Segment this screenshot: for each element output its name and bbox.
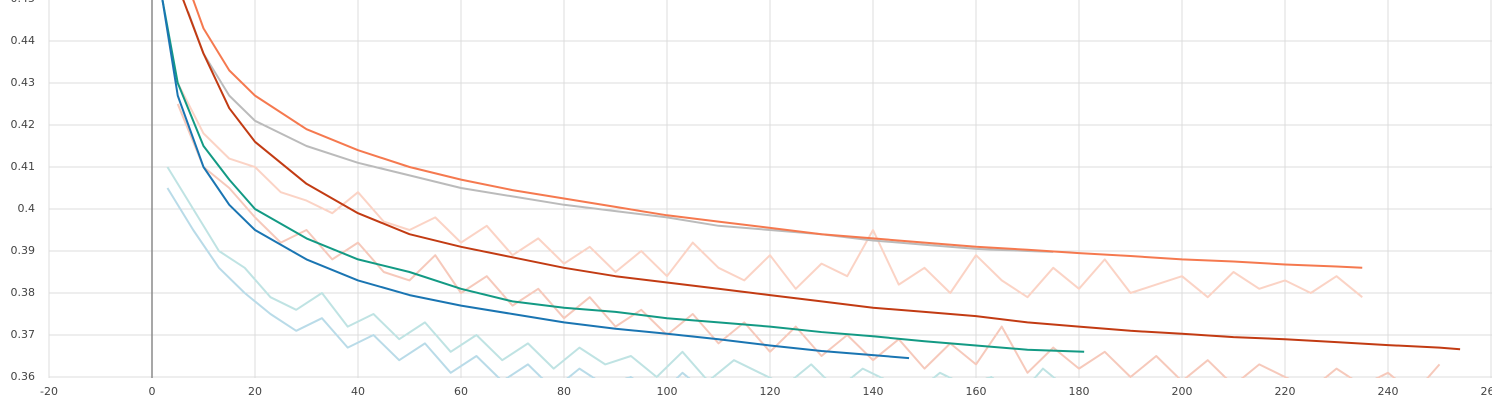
x-tick-label: -20 bbox=[40, 385, 58, 398]
y-tick-label: 0.36 bbox=[11, 370, 36, 383]
series-line bbox=[161, 0, 910, 360]
x-tick-label: 80 bbox=[557, 385, 571, 398]
y-tick-label: 0.42 bbox=[11, 118, 36, 131]
y-tick-label: 0.44 bbox=[11, 34, 36, 47]
tick-labels: 0.36 0.37 0.38 0.39 0.4 0.41 0.42 0.43 0.44 0.45 -… bbox=[11, 0, 1492, 398]
x-tick-label: 140 bbox=[863, 385, 884, 398]
series-line bbox=[166, 187, 691, 378]
series-line bbox=[192, 0, 1363, 269]
y-tick-label: 0.39 bbox=[11, 244, 36, 257]
series-line bbox=[182, 0, 1461, 351]
series-line bbox=[176, 103, 1441, 378]
y-tick-label: 0.37 bbox=[11, 328, 36, 341]
series-line bbox=[176, 82, 1363, 299]
x-tick-label: 0 bbox=[149, 385, 156, 398]
series-line bbox=[166, 166, 1057, 378]
x-tick-label: 60 bbox=[454, 385, 468, 398]
y-tick-label: 0.45 bbox=[11, 0, 36, 5]
x-tick-label: 180 bbox=[1069, 385, 1090, 398]
x-tick-label: 40 bbox=[351, 385, 365, 398]
x-tick-label: 20 bbox=[248, 385, 262, 398]
series-line bbox=[187, 11, 1054, 253]
y-tick-label: 0.38 bbox=[11, 286, 36, 299]
x-tick-label: 240 bbox=[1378, 385, 1399, 398]
series-line bbox=[161, 0, 1085, 353]
y-tick-label: 0.43 bbox=[11, 76, 36, 89]
x-tick-label: 120 bbox=[760, 385, 781, 398]
x-tick-label: 100 bbox=[657, 385, 678, 398]
y-tick-label: 0.41 bbox=[11, 160, 36, 173]
y-tick-label: 0.4 bbox=[18, 202, 36, 215]
x-tick-label: 160 bbox=[966, 385, 987, 398]
x-tick-label: 220 bbox=[1275, 385, 1296, 398]
grid bbox=[48, 0, 1492, 378]
x-tick-label: 260 bbox=[1481, 385, 1492, 398]
x-tick-label: 200 bbox=[1172, 385, 1193, 398]
plot-area bbox=[161, 0, 1461, 378]
